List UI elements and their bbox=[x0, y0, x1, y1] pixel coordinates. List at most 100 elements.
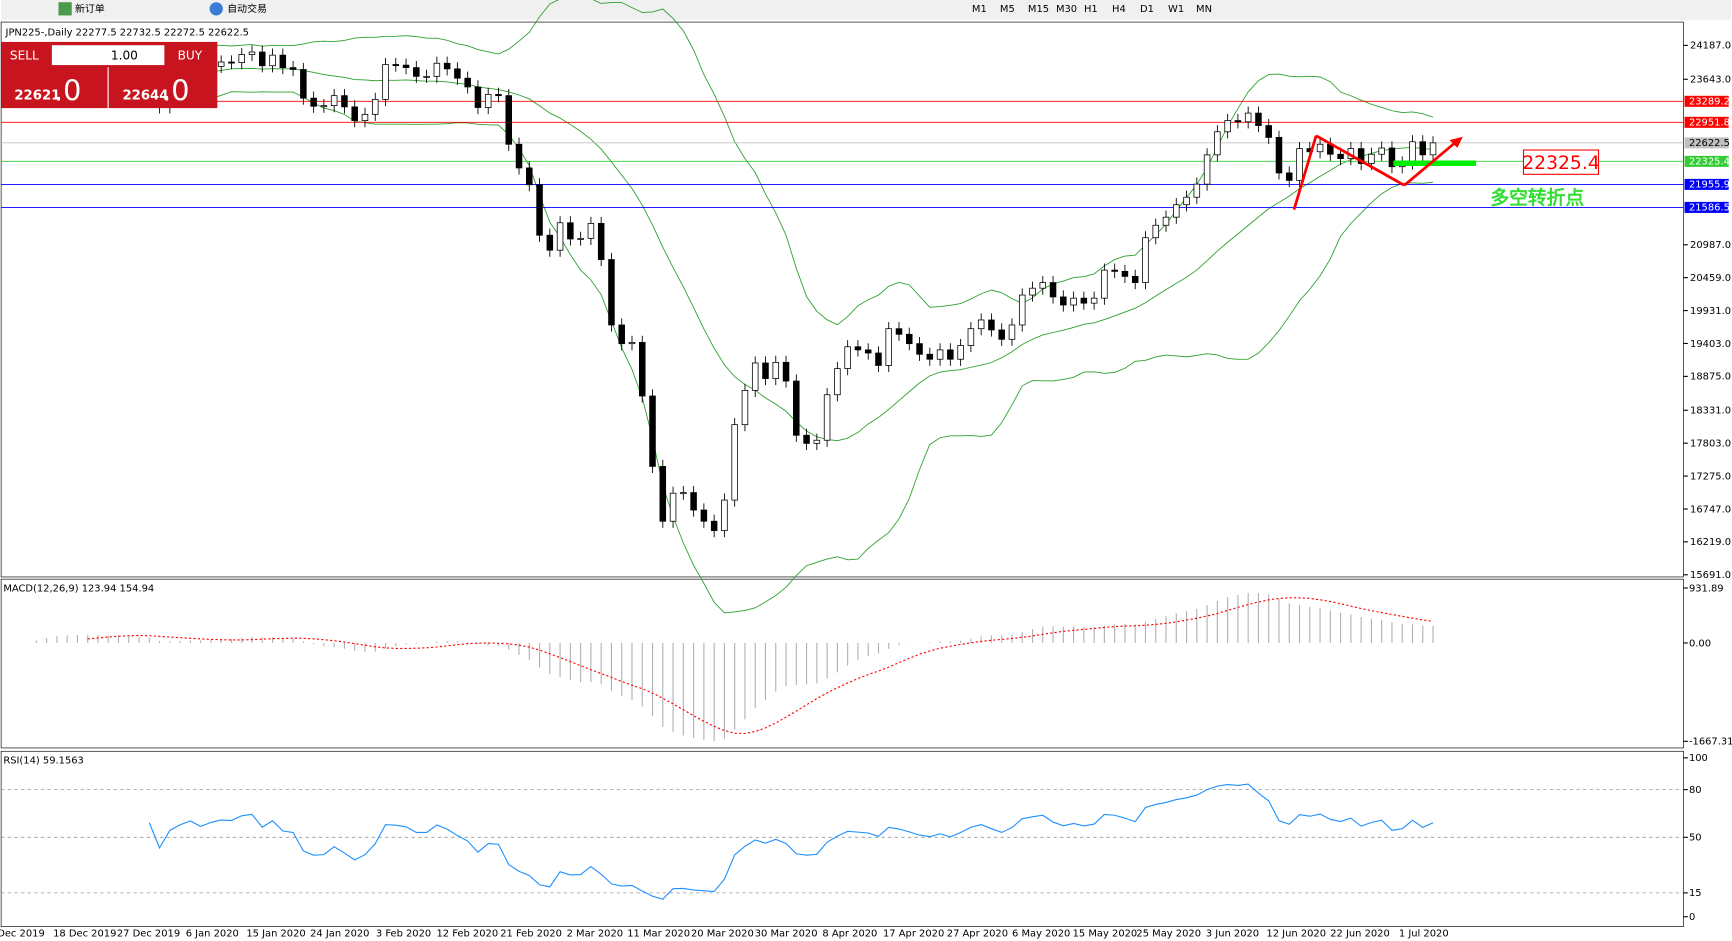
date-label: 3 Feb 2020 bbox=[376, 929, 431, 940]
candle-body bbox=[228, 61, 235, 64]
trend-arrow bbox=[1403, 137, 1461, 187]
candle-body bbox=[659, 466, 667, 522]
timeframe-button[interactable]: MN bbox=[1196, 4, 1212, 15]
candle-body bbox=[649, 395, 656, 467]
timeframe-button[interactable]: M30 bbox=[1056, 4, 1077, 15]
y-tick-label: 19931.0 bbox=[1690, 306, 1731, 317]
candle-body bbox=[279, 54, 287, 68]
level-label: 21955.9 bbox=[1689, 180, 1730, 191]
annotation-text: 多空转折点 bbox=[1490, 186, 1584, 209]
timeframe-button[interactable]: W1 bbox=[1168, 4, 1184, 15]
candle-body bbox=[351, 106, 358, 121]
y-tick-label: -1667.31 bbox=[1689, 737, 1732, 748]
y-tick-label: 0.00 bbox=[1689, 638, 1711, 649]
date-label: 17 Apr 2020 bbox=[883, 929, 944, 940]
candle-body bbox=[402, 64, 410, 68]
date-label: 8 Apr 2020 bbox=[822, 929, 877, 940]
y-tick-label: 19403.0 bbox=[1690, 339, 1731, 350]
candle-body bbox=[1429, 142, 1437, 156]
candle-body bbox=[361, 113, 369, 121]
toolbar bbox=[1, 0, 1731, 20]
candle-body bbox=[1060, 296, 1067, 306]
y-tick-label: 16747.0 bbox=[1690, 504, 1731, 515]
candle-body bbox=[926, 353, 934, 360]
date-label: 27 Apr 2020 bbox=[947, 929, 1008, 940]
candle-body bbox=[1337, 153, 1344, 159]
y-tick-label: 15 bbox=[1689, 888, 1702, 899]
candle-body bbox=[1409, 141, 1416, 164]
y-tick-label: 16219.0 bbox=[1690, 537, 1731, 548]
candle-body bbox=[977, 319, 985, 330]
candle-body bbox=[1070, 297, 1077, 306]
candle-body bbox=[310, 97, 317, 107]
timeframe-button[interactable]: M1 bbox=[972, 4, 987, 15]
candle-body bbox=[1378, 147, 1385, 155]
buy-button[interactable]: BUY bbox=[178, 49, 203, 63]
sell-price[interactable]: 22621 bbox=[14, 88, 60, 103]
level-label-bg bbox=[1684, 137, 1729, 149]
timeframe-button[interactable]: M5 bbox=[1000, 4, 1015, 15]
candle-body bbox=[1173, 204, 1180, 218]
new-order-icon[interactable] bbox=[58, 2, 72, 16]
macd-signal bbox=[87, 597, 1434, 735]
candle-body bbox=[967, 328, 975, 346]
lot-value[interactable]: 1.00 bbox=[111, 49, 138, 63]
y-tick-label: 17275.0 bbox=[1690, 471, 1731, 482]
date-label: 3 Jun 2020 bbox=[1206, 929, 1259, 940]
candle-body bbox=[700, 509, 708, 522]
timeframe-button[interactable]: H4 bbox=[1112, 4, 1126, 15]
date-label: 30 Mar 2020 bbox=[755, 929, 818, 940]
candle-body bbox=[875, 352, 882, 366]
level-label-bg bbox=[1684, 95, 1729, 107]
candle-body bbox=[341, 95, 348, 108]
auto-trading-icon[interactable] bbox=[209, 2, 223, 16]
candle-body bbox=[238, 54, 245, 64]
candle-body bbox=[320, 105, 328, 108]
level-label-bg bbox=[1684, 155, 1729, 167]
lot-field[interactable] bbox=[51, 45, 165, 66]
y-tick-label: 100 bbox=[1689, 753, 1708, 764]
date-label: 15 Jan 2020 bbox=[246, 929, 305, 940]
candle-body bbox=[1214, 131, 1221, 156]
symbol-header: JPN225-,Daily 22277.5 22732.5 22272.5 22… bbox=[5, 27, 249, 38]
date-label: 24 Jan 2020 bbox=[310, 929, 369, 940]
buy-price-big[interactable]: .0 bbox=[162, 73, 189, 107]
candle-body bbox=[536, 184, 543, 236]
date-label: 1 Jul 2020 bbox=[1399, 929, 1449, 940]
candle-body bbox=[916, 343, 923, 355]
candle-body bbox=[515, 143, 523, 169]
y-tick-label: 17803.0 bbox=[1690, 438, 1731, 449]
date-label: 22 Jun 2020 bbox=[1330, 929, 1390, 940]
bollinger-band bbox=[200, 91, 1434, 614]
sell-button[interactable]: SELL bbox=[10, 49, 39, 63]
candle-body bbox=[484, 94, 492, 108]
candle-body bbox=[895, 328, 903, 335]
auto-trading[interactable]: 自动交易 bbox=[227, 2, 267, 15]
level-label-bg bbox=[1684, 116, 1729, 128]
y-tick-label: 20459.0 bbox=[1690, 273, 1731, 284]
candle-body bbox=[751, 362, 759, 391]
candle-body bbox=[721, 499, 728, 531]
y-tick-label: 50 bbox=[1689, 833, 1702, 844]
candle-body bbox=[762, 362, 769, 379]
candle-body bbox=[413, 67, 420, 77]
sell-price-big[interactable]: .0 bbox=[54, 73, 81, 107]
timeframe-button[interactable]: M15 bbox=[1028, 4, 1049, 15]
candle-body bbox=[1049, 282, 1057, 298]
timeframe-button[interactable]: D1 bbox=[1140, 4, 1154, 15]
macd-header: MACD(12,26,9) 123.94 154.94 bbox=[3, 583, 154, 594]
buy-price[interactable]: 22644 bbox=[122, 88, 168, 103]
candle-body bbox=[546, 234, 554, 251]
new-order[interactable]: 新订单 bbox=[75, 2, 105, 15]
candle-body bbox=[947, 349, 954, 360]
candle-body bbox=[1234, 120, 1242, 123]
candle-body bbox=[906, 333, 913, 345]
date-label: 15 May 2020 bbox=[1073, 929, 1138, 940]
candle-body bbox=[1131, 275, 1139, 283]
candle-body bbox=[710, 520, 718, 531]
timeframe-button[interactable]: H1 bbox=[1084, 4, 1098, 15]
date-label: 12 Feb 2020 bbox=[436, 929, 498, 940]
candle-body bbox=[371, 99, 379, 115]
date-label: 25 May 2020 bbox=[1136, 929, 1201, 940]
